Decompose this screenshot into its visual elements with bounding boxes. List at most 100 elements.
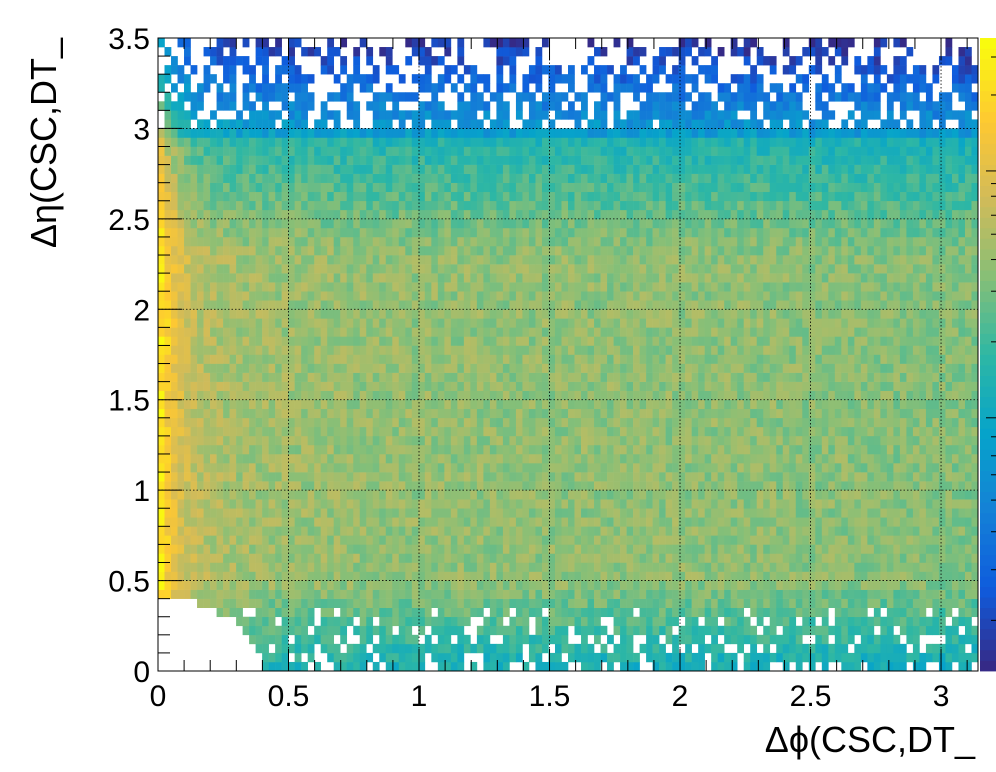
heatmap-cell — [633, 327, 640, 337]
heatmap-cell — [652, 128, 660, 138]
heatmap-cell — [431, 92, 439, 102]
heatmap-cell — [372, 508, 380, 518]
heatmap-cell — [444, 553, 452, 563]
heatmap-cell — [327, 453, 335, 464]
heatmap-cell — [457, 390, 465, 401]
heatmap-cell — [431, 390, 439, 401]
heatmap-cell — [353, 264, 361, 274]
heatmap-cell — [366, 209, 374, 220]
heatmap-cell — [346, 535, 354, 545]
heatmap-cell — [626, 517, 634, 527]
heatmap-cell — [483, 616, 491, 627]
heatmap-cell — [509, 571, 517, 581]
heatmap-cell — [255, 499, 263, 509]
heatmap-cell — [262, 173, 269, 183]
heatmap-cell — [327, 372, 335, 382]
heatmap-cell — [379, 417, 387, 428]
heatmap-cell — [171, 508, 178, 518]
heatmap-cell — [515, 300, 523, 310]
heatmap-cell — [392, 490, 400, 500]
heatmap-cell — [320, 56, 328, 66]
heatmap-cell — [659, 544, 666, 554]
heatmap-cell — [554, 652, 562, 663]
heatmap-cell — [646, 209, 653, 220]
heatmap-cell — [184, 390, 191, 401]
heatmap-cell — [288, 426, 295, 437]
heatmap-cell — [581, 92, 588, 102]
heatmap-cell — [320, 173, 328, 183]
heatmap-cell — [288, 155, 295, 165]
heatmap-cell — [307, 128, 315, 138]
heatmap-cell — [424, 182, 432, 193]
heatmap-cell — [639, 472, 647, 482]
heatmap-cell — [197, 372, 204, 382]
heatmap-cell — [568, 463, 575, 473]
heatmap-cell — [594, 291, 601, 301]
heatmap-cell — [457, 173, 465, 183]
heatmap-cell — [301, 517, 308, 527]
heatmap-cell — [633, 616, 640, 627]
heatmap-cell — [242, 381, 250, 391]
heatmap-cell — [255, 264, 263, 274]
heatmap-cell — [210, 363, 217, 373]
heatmap-cell — [463, 137, 471, 147]
heatmap-cell — [639, 481, 647, 491]
heatmap-cell — [515, 110, 523, 120]
heatmap-cell — [633, 517, 640, 527]
heatmap-cell — [450, 643, 458, 654]
heatmap-cell — [574, 92, 582, 102]
heatmap-cell — [548, 417, 556, 428]
heatmap-cell — [327, 273, 335, 283]
heatmap-cell — [275, 345, 282, 355]
heatmap-cell — [541, 408, 549, 419]
heatmap-cell — [333, 589, 341, 599]
heatmap-cell — [496, 119, 504, 129]
heatmap-cell — [255, 273, 263, 283]
heatmap-cell — [301, 444, 308, 455]
heatmap-cell — [288, 146, 295, 156]
heatmap-cell — [366, 47, 374, 57]
heatmap-cell — [581, 300, 588, 310]
heatmap-cell — [223, 553, 230, 563]
heatmap-cell — [281, 345, 289, 355]
heatmap-cell — [489, 336, 497, 346]
heatmap-cell — [483, 499, 491, 509]
heatmap-cell — [548, 309, 556, 319]
heatmap-cell — [372, 173, 380, 183]
heatmap-cell — [424, 47, 432, 57]
heatmap-cell — [607, 652, 614, 663]
heatmap-cell — [177, 182, 185, 193]
heatmap-cell — [398, 598, 406, 608]
heatmap-cell — [659, 508, 666, 518]
heatmap-cell — [502, 580, 510, 590]
heatmap-cell — [541, 173, 549, 183]
heatmap-cell — [255, 38, 263, 48]
heatmap-cell — [476, 182, 484, 193]
heatmap-cell — [600, 553, 608, 563]
heatmap-cell — [184, 255, 191, 265]
heatmap-cell — [281, 182, 289, 193]
heatmap-cell — [502, 200, 510, 211]
heatmap-cell — [236, 363, 243, 373]
heatmap-cell — [476, 218, 484, 229]
heatmap-cell — [268, 589, 276, 599]
heatmap-cell — [171, 182, 178, 193]
heatmap-cell — [509, 408, 517, 419]
heatmap-cell — [268, 282, 276, 292]
heatmap-cell — [639, 273, 647, 283]
heatmap-cell — [600, 535, 608, 545]
heatmap-cell — [633, 110, 640, 120]
heatmap-cell — [444, 282, 452, 292]
heatmap-cell — [561, 408, 569, 419]
heatmap-cell — [659, 589, 666, 599]
heatmap-cell — [444, 472, 452, 482]
heatmap-cell — [405, 273, 413, 283]
heatmap-cell — [528, 354, 536, 364]
heatmap-cell — [223, 309, 230, 319]
heatmap-cell — [229, 417, 237, 428]
heatmap-cell — [405, 589, 413, 599]
heatmap-cell — [496, 408, 504, 419]
heatmap-cell — [444, 661, 452, 672]
heatmap-cell — [633, 408, 640, 419]
heatmap-cell — [600, 318, 608, 328]
